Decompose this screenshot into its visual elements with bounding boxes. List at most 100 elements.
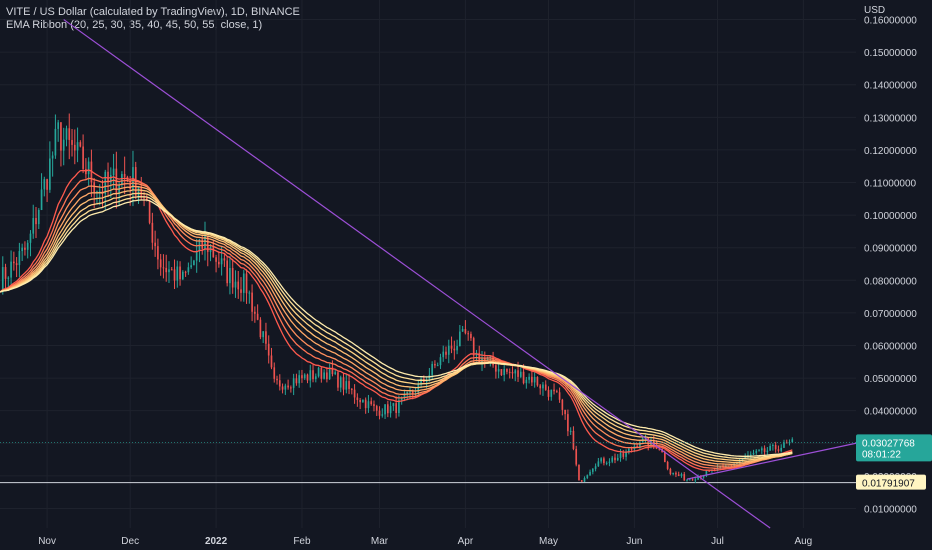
candle-body (348, 381, 350, 389)
candle-body (179, 266, 181, 280)
candle-body (276, 378, 278, 381)
candle-body (303, 374, 306, 379)
candle-body (265, 331, 267, 344)
candle-body (331, 367, 334, 375)
candle-body (550, 389, 553, 397)
ema-line-45 (0, 192, 793, 462)
candle-body (594, 466, 597, 469)
candle-body (785, 442, 788, 444)
candle-body (295, 378, 298, 384)
x-tick-label: Dec (121, 536, 139, 547)
candle-body (639, 442, 641, 447)
candle-body (278, 380, 281, 387)
current-price-value: 0.03027768 (862, 438, 915, 449)
candle-body (691, 479, 694, 481)
candle-body (619, 453, 622, 458)
candle-body (417, 384, 420, 394)
candle-body (212, 247, 215, 258)
candle-body (489, 356, 492, 358)
candle-body (323, 372, 325, 379)
candle-body (453, 348, 456, 351)
candle-body (447, 345, 450, 355)
candle-body (317, 367, 320, 377)
x-tick-label: Aug (794, 536, 812, 547)
candle-body (497, 369, 500, 372)
candle-body (229, 268, 231, 284)
candle-body (434, 363, 436, 366)
candle-body (611, 457, 614, 462)
candle-body (262, 331, 265, 338)
x-tick-label: Feb (293, 536, 311, 547)
candle-body (176, 266, 179, 281)
candle-body (231, 268, 234, 288)
candle-body (760, 448, 763, 451)
y-tick-label: 0.16000000 (864, 16, 917, 27)
candle-body (583, 477, 586, 482)
candle-body (123, 174, 126, 177)
candle-body (500, 369, 503, 376)
candle-body (542, 384, 544, 389)
ema-line-20 (0, 169, 793, 471)
x-tick-label: Jun (626, 536, 642, 547)
candle-body (165, 267, 168, 273)
candle-body (705, 470, 708, 476)
candle-body (220, 258, 223, 265)
candle-body (137, 186, 140, 196)
candle-body (669, 468, 672, 474)
candle-body (306, 374, 309, 381)
candle-body (148, 200, 151, 223)
candle-body (151, 222, 154, 243)
candle-body (536, 377, 539, 386)
candle-body (622, 453, 625, 457)
candle-body (359, 400, 361, 403)
candle-body (403, 393, 406, 399)
candle-body (370, 401, 373, 405)
candle-body (564, 409, 566, 415)
candle-body (112, 168, 115, 176)
candle-body (572, 430, 575, 449)
ema-line-25 (0, 177, 793, 469)
candle-body (578, 464, 580, 481)
candle-body (511, 371, 514, 374)
ema-ribbon (0, 169, 793, 471)
candle-body (251, 292, 253, 312)
candle-body (339, 377, 342, 388)
candle-body (35, 218, 37, 225)
candle-body (580, 480, 583, 482)
candle-body (777, 449, 780, 451)
candle-body (738, 460, 741, 462)
candle-body (32, 218, 35, 234)
candle-body (766, 450, 769, 452)
x-tick-label: Nov (38, 536, 56, 547)
candle-body (195, 251, 198, 261)
candle-body (190, 265, 192, 268)
candle-body (206, 235, 209, 252)
candle-body (741, 458, 744, 461)
candle-body (528, 376, 530, 380)
candle-body (281, 386, 284, 390)
candle-body (107, 171, 109, 183)
candle-body (589, 471, 591, 476)
candle-body (744, 456, 747, 459)
chart-title: VITE / US Dollar (calculated by TradingV… (6, 6, 300, 18)
candle-body (783, 442, 785, 448)
candle-body (93, 182, 96, 193)
candle-body (292, 378, 295, 388)
candle-body (187, 267, 190, 273)
ema-line-55 (0, 199, 793, 457)
candle-body (747, 455, 749, 457)
candle-body (350, 388, 353, 390)
candle-body (694, 479, 697, 481)
candle-body (334, 372, 337, 375)
candle-body (758, 450, 760, 452)
candle-body (104, 171, 107, 194)
candle-body (15, 263, 18, 266)
candle-body (666, 461, 669, 469)
candle-body (439, 357, 442, 366)
candle-body (362, 399, 364, 403)
y-tick-label: 0.13000000 (864, 113, 917, 124)
candle-body (54, 128, 57, 156)
candle-body (193, 260, 195, 266)
candle-body (389, 406, 392, 414)
